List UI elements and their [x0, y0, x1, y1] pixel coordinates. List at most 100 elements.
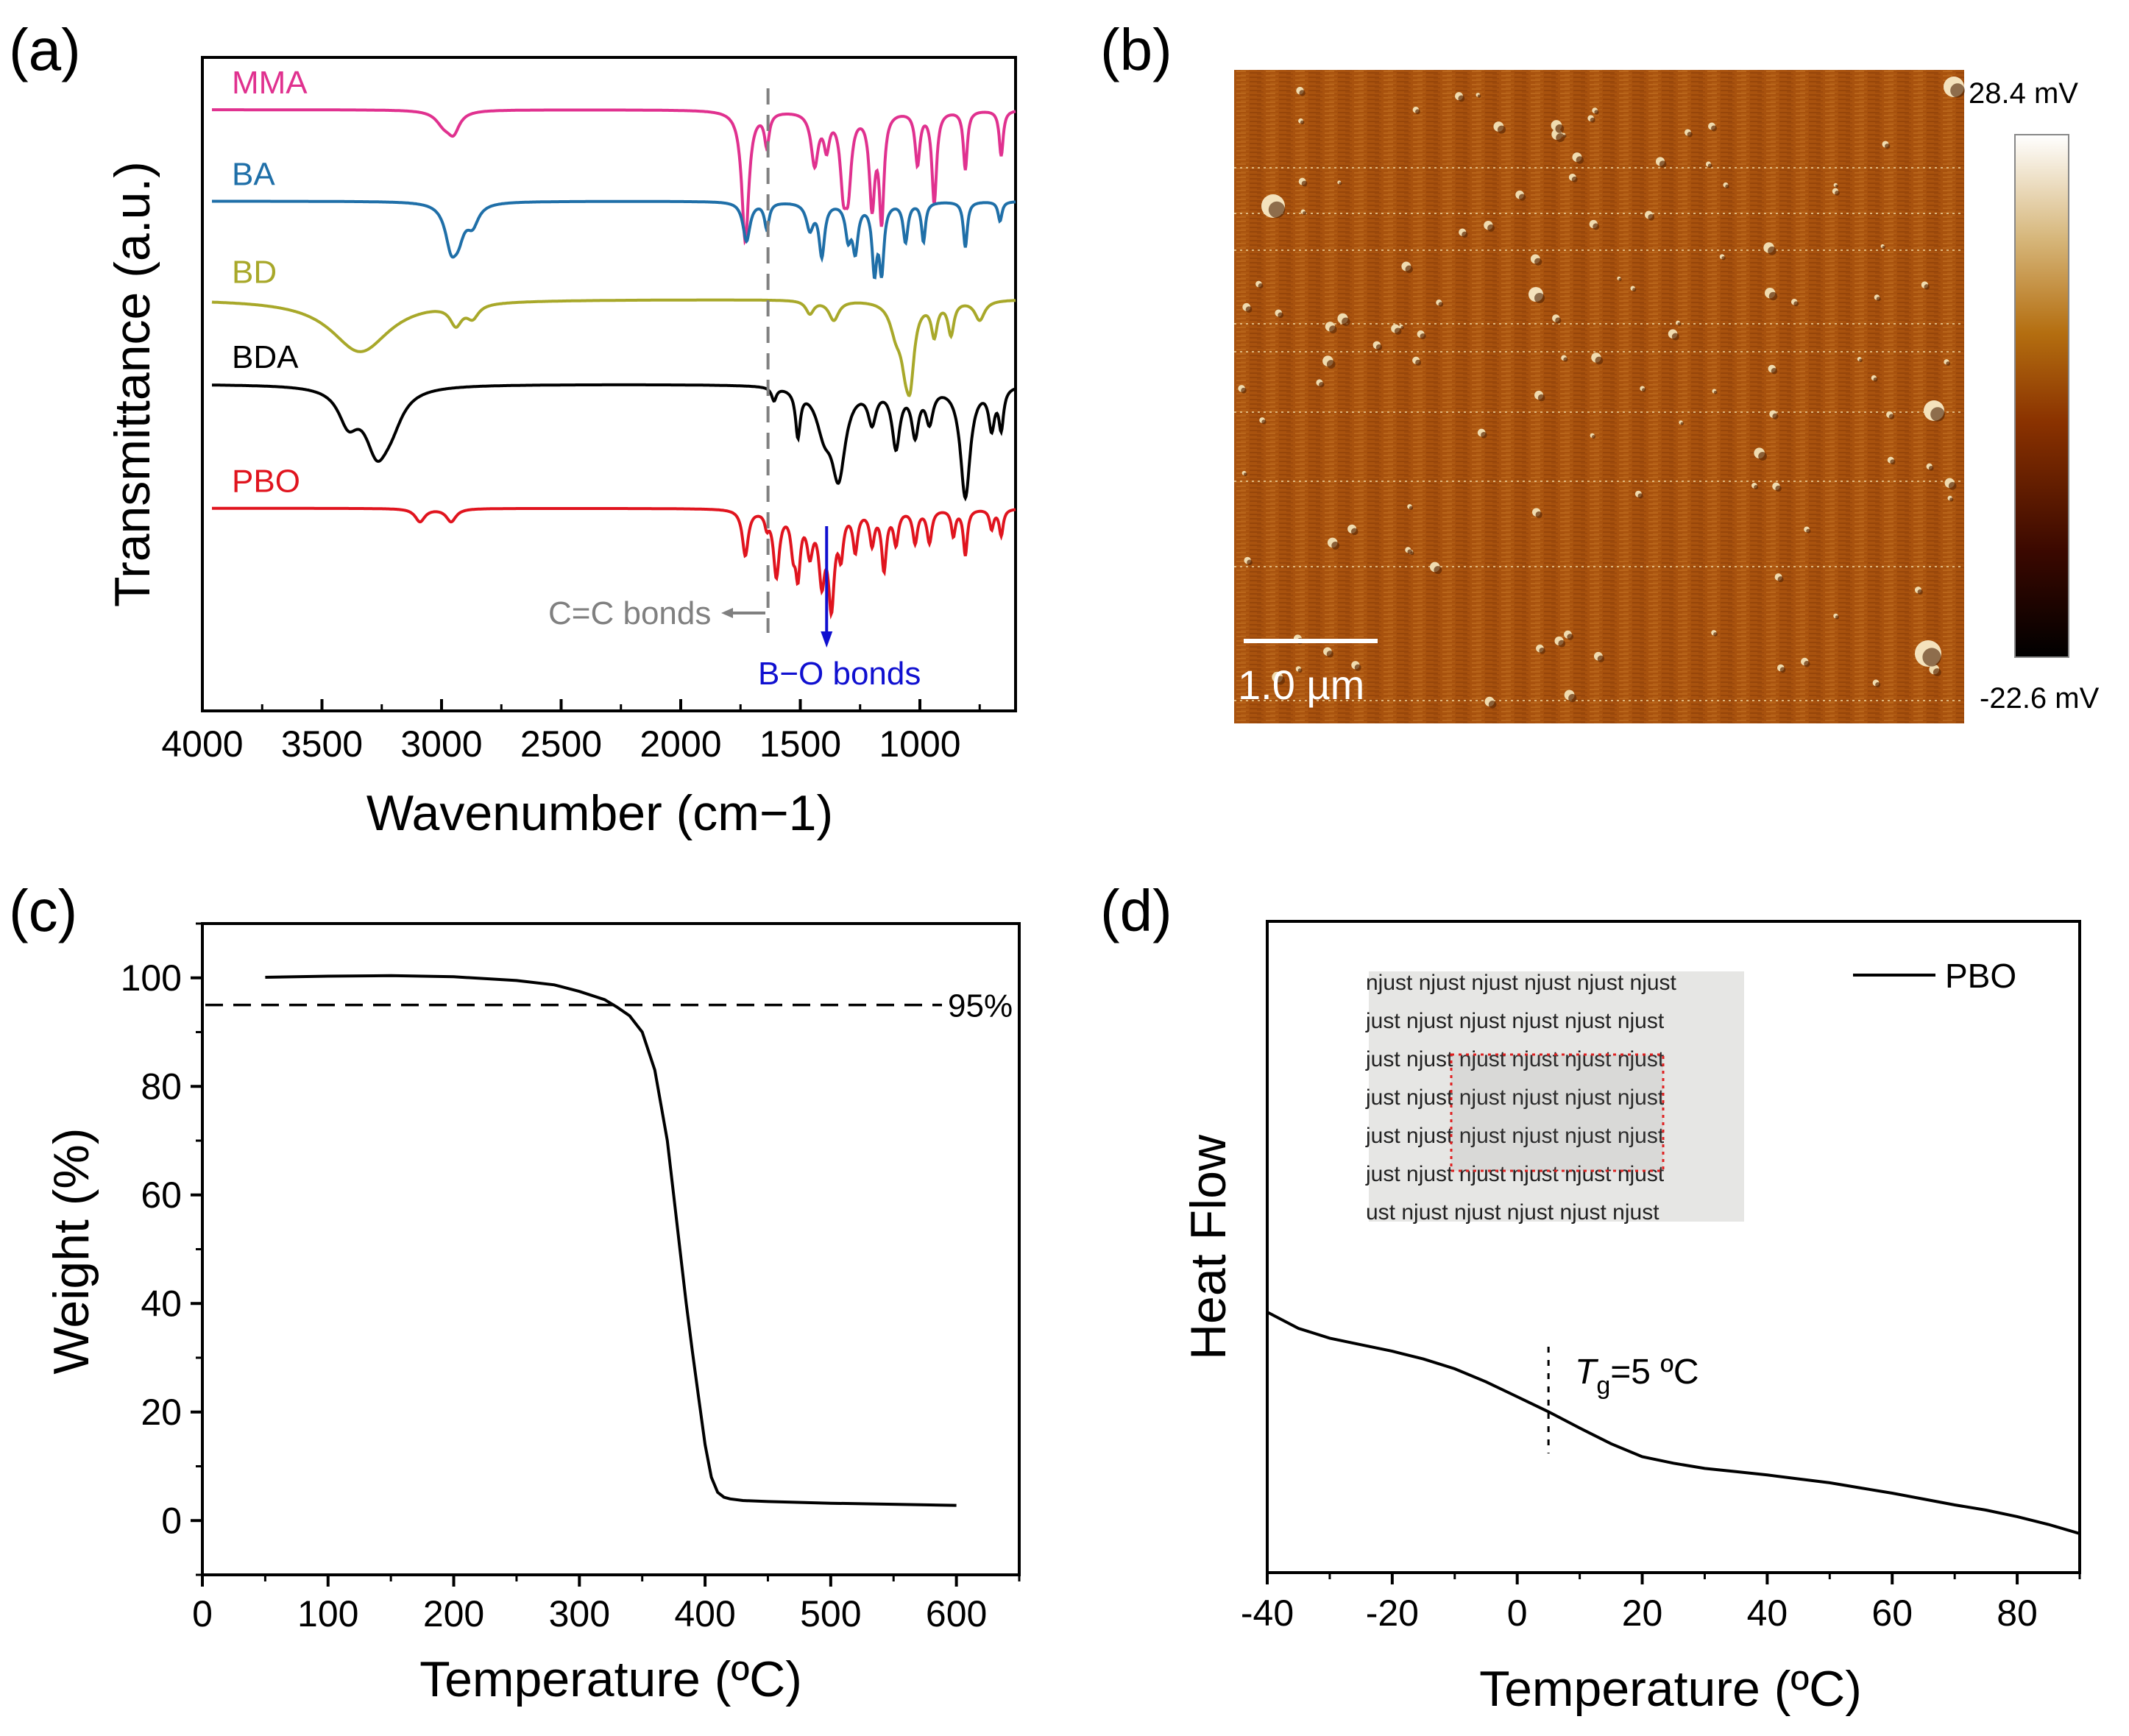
afm-particle-shadow	[1477, 94, 1481, 98]
afm-particle-shadow	[1555, 317, 1562, 324]
photo-inset-text-line: just njust njust njust njust njust	[1365, 1085, 1665, 1110]
a-xtick-label: 3000	[400, 723, 482, 765]
bo-bonds-label: B−O bonds	[758, 656, 921, 692]
afm-particle-shadow	[1458, 95, 1465, 102]
a-xtick-label: 1500	[759, 723, 841, 765]
afm-particle-shadow	[1875, 681, 1881, 688]
afm-particle-shadow	[1859, 358, 1863, 363]
spectrum-label-bd: BD	[232, 255, 277, 291]
tg-label-t: T	[1575, 1353, 1599, 1392]
afm-particle-shadow	[1342, 317, 1350, 326]
afm-particle-shadow	[1297, 668, 1303, 673]
photo-inset-text-line: njust njust njust njust njust njust	[1366, 971, 1677, 995]
a-xtick-label: 1000	[879, 723, 960, 765]
afm-particle-shadow	[1768, 291, 1778, 301]
afm-particle-shadow	[1407, 549, 1412, 554]
afm-particle-shadow	[1888, 414, 1895, 419]
c-ytick-label: 80	[141, 1066, 182, 1107]
afm-particle-shadow	[1261, 419, 1267, 425]
afm-particle-shadow	[1243, 472, 1247, 477]
panel-d-y-label: Heat Flow	[1180, 1134, 1236, 1360]
panel-c-x-label: Temperature (ºC)	[419, 1651, 802, 1707]
afm-particle-shadow	[1487, 224, 1495, 232]
c-xtick-label: 300	[549, 1593, 610, 1634]
c-ytick-label: 60	[141, 1175, 182, 1216]
photo-inset-text-line: just njust njust njust njust njust	[1365, 1047, 1665, 1071]
a-xtick-label: 2000	[640, 723, 721, 765]
c-ytick-label: 20	[141, 1392, 182, 1433]
panel-a-x-label: Wavenumber (cm−1)	[366, 785, 833, 841]
afm-particle-shadow	[1535, 511, 1542, 519]
scale-bar-label: 1.0 µm	[1238, 662, 1364, 708]
panel-a-y-label: Transmittance (a.u.)	[104, 161, 160, 607]
panel-c-y-label: Weight (%)	[43, 1127, 99, 1374]
afm-particle-shadow	[1618, 277, 1622, 281]
panel-d: (d) -40 -20 0 20 40 60 80 Tg=5 ºC PBO njust nj…	[1100, 878, 2081, 1717]
afm-particle-shadow	[1917, 589, 1923, 595]
afm-particle-shadow	[1671, 333, 1679, 341]
afm-particle-shadow	[1415, 109, 1420, 115]
afm-particle-shadow	[1409, 506, 1414, 510]
afm-particle-shadow	[1258, 283, 1264, 288]
afm-particle-shadow	[1680, 422, 1684, 425]
afm-particle-shadow	[1711, 125, 1718, 132]
photo-inset-text-line: just njust njust njust njust njust	[1365, 1009, 1665, 1033]
afm-particle-shadow	[1405, 265, 1413, 274]
afm-particle-shadow	[1835, 615, 1839, 620]
afm-particle-shadow	[1659, 160, 1667, 168]
afm-scan-lines	[1234, 167, 1964, 701]
afm-particle-shadow	[1567, 634, 1574, 640]
afm-particle-shadow	[1278, 312, 1284, 319]
afm-particle-shadow	[1434, 566, 1442, 574]
d-xtick-label: -40	[1241, 1592, 1294, 1634]
afm-particle-shadow	[1539, 648, 1545, 654]
d-xtick-label: 20	[1622, 1592, 1663, 1634]
panel-c-ticks: 0 100 200 300 400 500 600 0 20 40 60 80 100	[121, 922, 1021, 1634]
d-xtick-label: 40	[1747, 1592, 1788, 1634]
bo-annotation: B−O bonds	[758, 526, 921, 692]
panel-d-frame	[1266, 920, 2081, 1574]
afm-particle-shadow	[1301, 180, 1308, 187]
photo-inset-background	[1369, 971, 1744, 1222]
panel-a-x-ticks: 4000 3500 3000 2500 2000 1500 1000	[161, 699, 981, 765]
legend: PBO	[1853, 957, 2016, 995]
spectrum-mma	[212, 108, 1016, 246]
afm-particle-shadow	[1594, 110, 1599, 115]
tg-label-sub: g	[1596, 1372, 1610, 1400]
afm-particle-shadow	[1632, 288, 1637, 292]
d-xtick-label: 60	[1871, 1592, 1913, 1634]
afm-image	[1234, 70, 1964, 723]
afm-particle-shadow	[1245, 306, 1253, 313]
afm-particle-shadow	[1922, 648, 1941, 667]
afm-particle-shadow	[1949, 497, 1954, 502]
tg-label-rest: =5 ºC	[1610, 1353, 1698, 1392]
c-xtick-label: 0	[192, 1593, 213, 1634]
cc-arrow-head	[721, 608, 733, 618]
panel-a-label: (a)	[9, 17, 81, 82]
afm-particle-shadow	[1339, 182, 1342, 185]
photo-inset: njust njust njust njust njust njust just …	[1365, 971, 1744, 1225]
spectrum-ba	[212, 199, 1016, 280]
panel-d-label: (d)	[1100, 878, 1172, 943]
d-xtick-label: 0	[1507, 1592, 1528, 1634]
afm-particle-shadow	[1497, 125, 1506, 134]
afm-particle-shadow	[1804, 660, 1810, 667]
afm-particle-shadow	[1771, 367, 1778, 375]
afm-particle-shadow	[1534, 293, 1545, 303]
afm-particle-shadow	[1375, 344, 1383, 351]
afm-particle-shadow	[1637, 493, 1643, 499]
a-xtick-label: 4000	[161, 723, 243, 765]
afm-particle-shadow	[1415, 359, 1422, 366]
d-xtick-label: 80	[1997, 1592, 2038, 1634]
c-xtick-label: 600	[926, 1593, 987, 1634]
spectrum-bda	[212, 383, 1016, 502]
afm-particle-shadow	[1331, 541, 1340, 550]
spectrum-label-pbo: PBO	[232, 464, 300, 500]
afm-particle-shadow	[1590, 117, 1595, 123]
afm-particle-shadow	[1648, 213, 1655, 221]
afm-particle-shadow	[1758, 452, 1767, 461]
afm-particle-shadow	[1642, 388, 1646, 392]
afm-particle-shadow	[1713, 632, 1718, 637]
afm-particle-shadow	[1885, 144, 1891, 149]
